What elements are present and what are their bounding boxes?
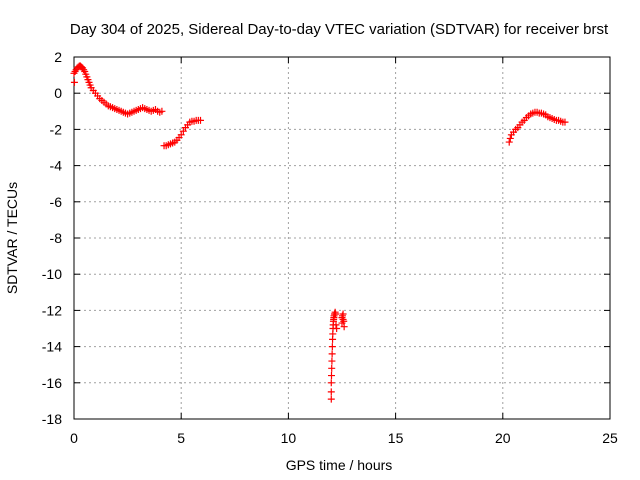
data-point	[505, 138, 513, 146]
data-point	[70, 78, 78, 86]
x-axis-label: GPS time / hours	[286, 457, 393, 473]
data-point	[177, 131, 185, 139]
series-segment-4	[505, 108, 569, 146]
y-tick-label: -18	[42, 411, 62, 427]
chart-title: Day 304 of 2025, Sidereal Day-to-day VTE…	[70, 21, 609, 38]
y-tick-label: -10	[42, 266, 62, 282]
data-point	[327, 388, 335, 396]
data-point	[332, 310, 340, 318]
data-point	[158, 107, 166, 115]
data-point	[327, 379, 335, 387]
y-tick-labels: 2 0 -2 -4 -6 -8 -10 -12 -14 -16 -18	[42, 49, 62, 427]
data-point	[196, 116, 204, 124]
data-point	[340, 323, 348, 331]
data-point	[332, 321, 340, 329]
y-tick-label: -4	[50, 158, 63, 174]
data-point	[339, 315, 347, 323]
data-point	[328, 357, 336, 365]
x-tick-label: 0	[70, 430, 78, 446]
data-point	[179, 127, 187, 135]
data-point	[338, 312, 346, 320]
x-tick-labels: 0 5 10 15 20 25	[70, 430, 618, 446]
x-tick-label: 25	[602, 430, 618, 446]
grid-lines	[74, 57, 610, 419]
x-tick-label: 15	[388, 430, 404, 446]
y-tick-label: -12	[42, 302, 62, 318]
data-point	[338, 319, 346, 327]
data-points	[70, 62, 569, 403]
y-tick-label: -14	[42, 339, 62, 355]
y-tick-label: 2	[54, 49, 62, 65]
data-point	[327, 395, 335, 403]
x-tick-label: 20	[495, 430, 511, 446]
y-tick-label: -16	[42, 375, 62, 391]
y-tick-label: -2	[50, 121, 63, 137]
data-point	[328, 364, 336, 372]
y-tick-label: -8	[50, 230, 63, 246]
data-point	[561, 118, 569, 126]
series-segment-2	[160, 116, 204, 150]
series-segment-3	[327, 308, 348, 403]
x-tick-label: 10	[281, 430, 297, 446]
y-axis-label: SDTVAR / TECUs	[4, 182, 20, 294]
y-tick-label: 0	[54, 85, 62, 101]
axis-ticks	[73, 56, 611, 420]
data-point	[328, 350, 336, 358]
data-point	[327, 372, 335, 380]
series-segment-1	[70, 62, 166, 118]
data-point	[333, 325, 341, 332]
data-point	[328, 343, 336, 351]
x-tick-label: 5	[177, 430, 185, 446]
data-point	[506, 134, 514, 142]
y-tick-label: -6	[50, 194, 63, 210]
